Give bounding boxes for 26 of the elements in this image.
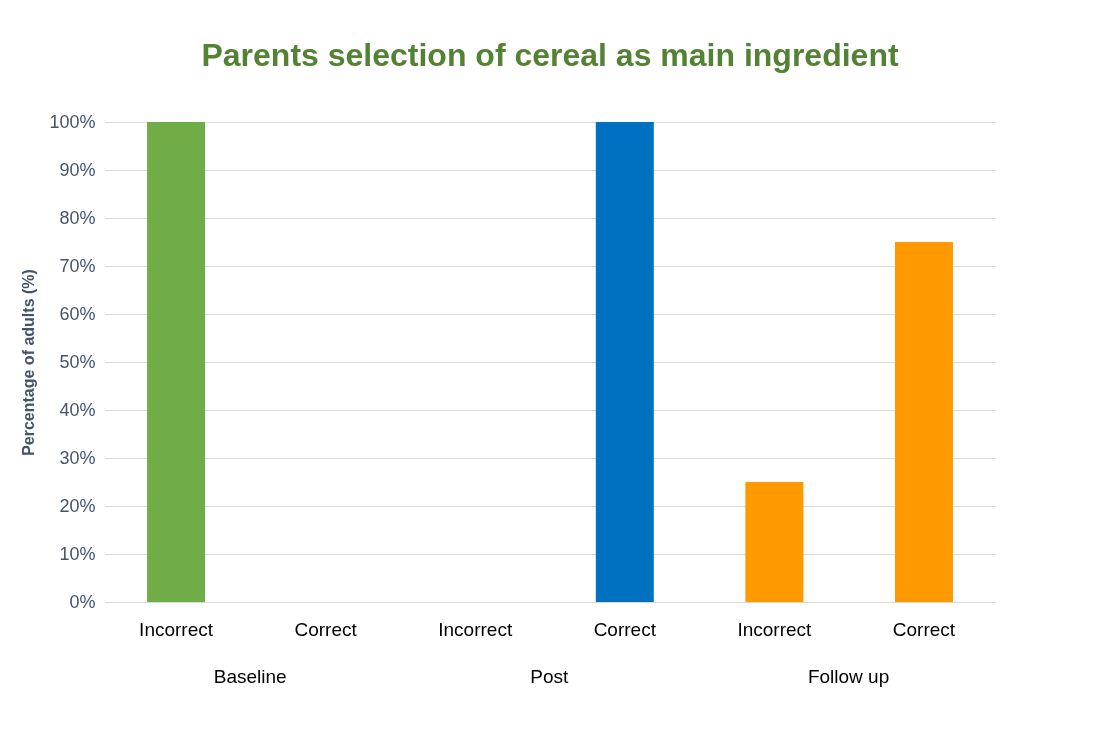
y-tick-label: 70%: [59, 255, 96, 276]
y-tick-label: 50%: [59, 351, 96, 372]
bar: [595, 122, 654, 602]
x-tick-label: Correct: [593, 618, 657, 640]
chart-title: Parents selection of cereal as main ingredient: [201, 37, 899, 73]
y-tick-label: 80%: [59, 207, 96, 228]
text: Baseline: [213, 666, 287, 687]
y-axis-title: Percentage of adults (%): [20, 269, 38, 456]
bar: [745, 482, 804, 602]
x-tick-label: Correct: [892, 618, 956, 640]
y-tick-label: 30%: [59, 447, 96, 468]
text: Follow up: [807, 666, 890, 687]
bar: [147, 122, 206, 602]
y-tick-label: 100%: [49, 111, 96, 132]
x-tick-label: Correct: [294, 618, 358, 640]
y-tick-label: 40%: [59, 399, 96, 420]
x-tick-label: Incorrect: [737, 618, 813, 640]
y-tick-label: 20%: [59, 495, 96, 516]
y-tick-label: 90%: [59, 159, 96, 180]
x-tick-label: Incorrect: [139, 618, 214, 640]
text: Post: [530, 666, 570, 687]
y-tick-label: 60%: [59, 303, 96, 324]
x-tick-label: Incorrect: [438, 618, 513, 640]
bar: [894, 242, 953, 602]
y-tick-label: 0%: [69, 591, 96, 612]
y-tick-label: 10%: [59, 543, 96, 564]
